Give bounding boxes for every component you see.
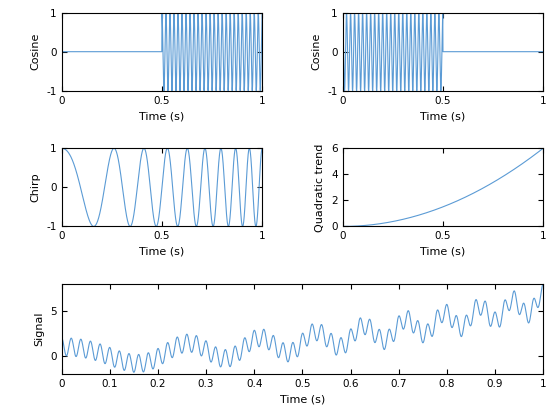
Y-axis label: Cosine: Cosine (31, 33, 41, 71)
X-axis label: Time (s): Time (s) (420, 247, 465, 257)
Y-axis label: Signal: Signal (35, 312, 45, 346)
X-axis label: Time (s): Time (s) (139, 247, 185, 257)
Y-axis label: Cosine: Cosine (312, 33, 322, 71)
Y-axis label: Quadratic trend: Quadratic trend (315, 143, 325, 231)
Y-axis label: Chirp: Chirp (31, 173, 41, 202)
X-axis label: Time (s): Time (s) (420, 111, 465, 121)
X-axis label: Time (s): Time (s) (280, 394, 325, 404)
X-axis label: Time (s): Time (s) (139, 111, 185, 121)
